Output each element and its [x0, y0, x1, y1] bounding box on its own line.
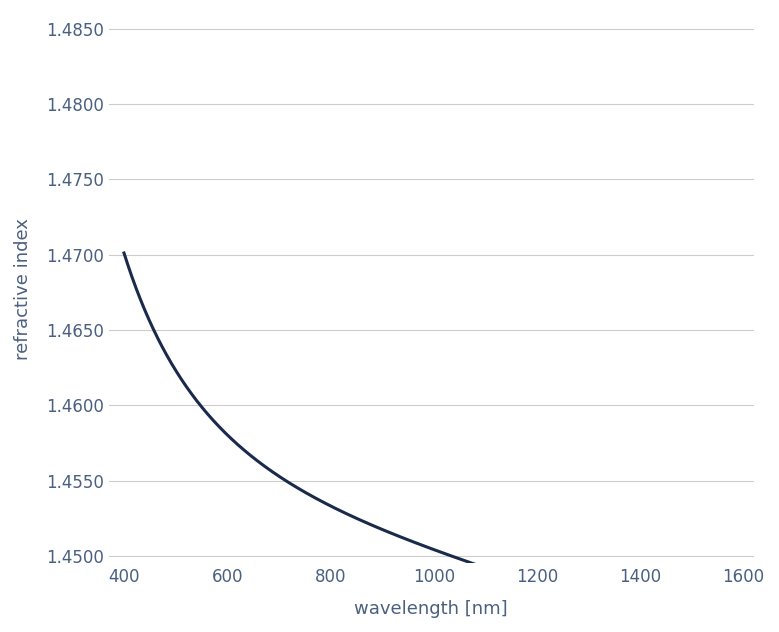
- Y-axis label: refractive index: refractive index: [14, 217, 32, 360]
- X-axis label: wavelength [nm]: wavelength [nm]: [354, 600, 508, 618]
